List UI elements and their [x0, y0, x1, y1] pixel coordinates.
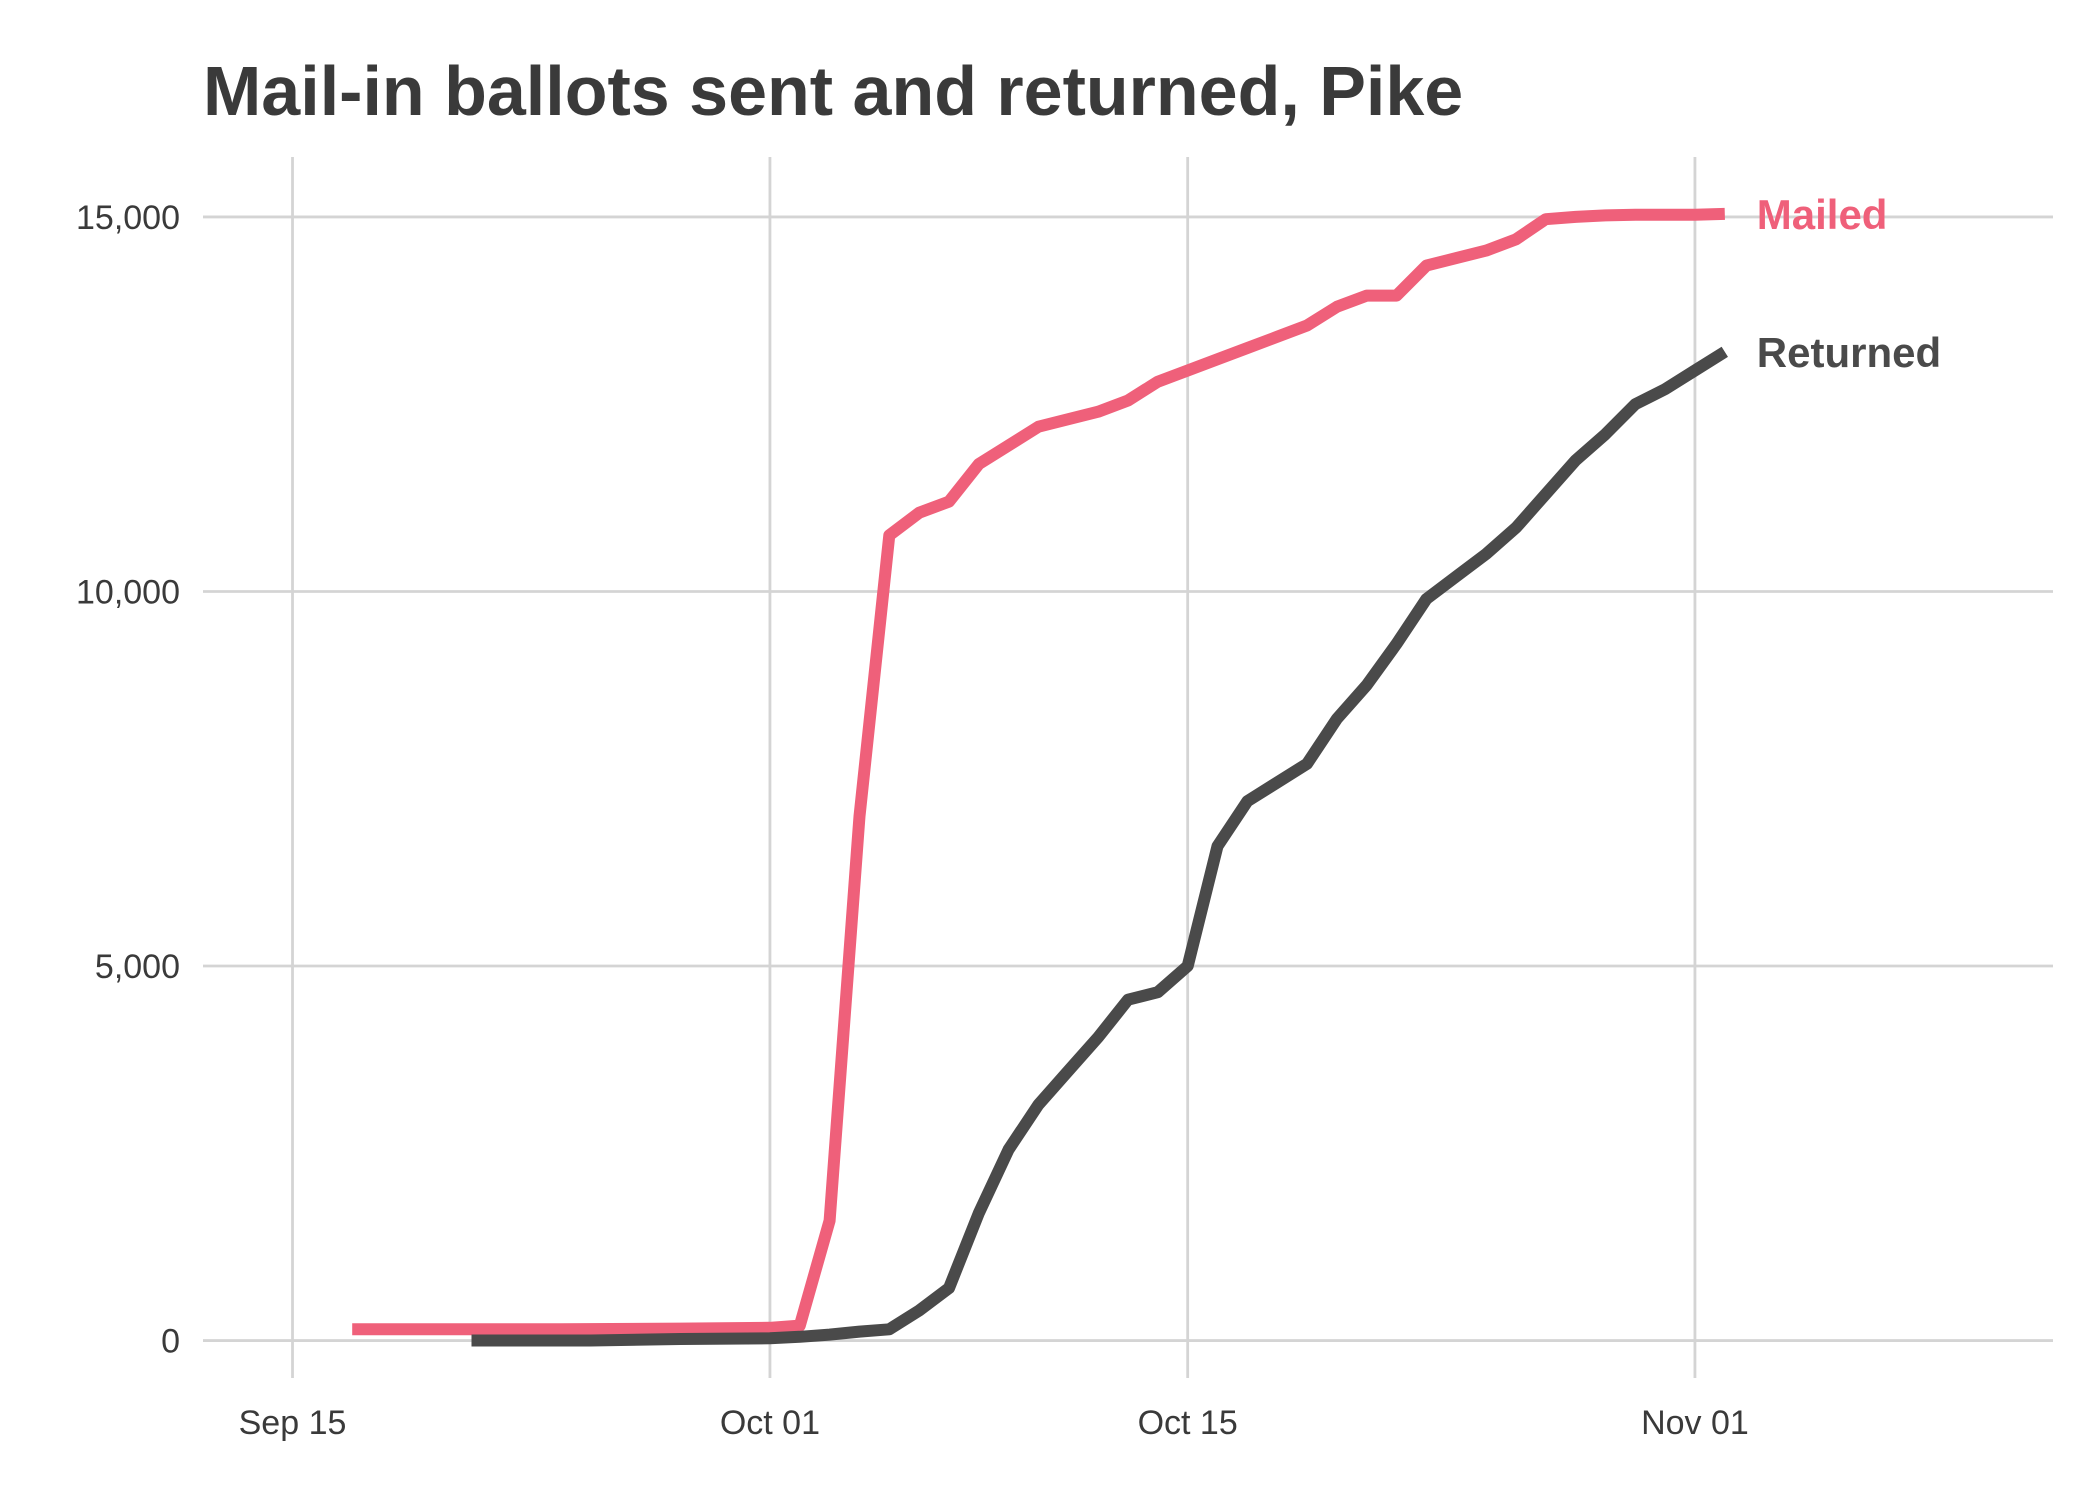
series-line-returned — [471, 346, 1728, 1347]
series-lines — [352, 207, 1728, 1347]
y-tick-label: 15,000 — [76, 199, 180, 237]
y-tick-label: 10,000 — [76, 573, 180, 611]
y-tick-label: 0 — [161, 1323, 180, 1361]
axis-tick-labels: 0 5,000 10,000 15,000 Sep 15 Oct 01 Oct 15 Nov … — [76, 199, 1749, 1442]
series-label-mailed: Mailed — [1757, 191, 1888, 238]
x-tick-label: Sep 15 — [239, 1404, 347, 1442]
y-tick-label: 5,000 — [95, 948, 180, 986]
x-tick-label: Nov 01 — [1641, 1404, 1749, 1442]
series-line-mailed — [352, 207, 1725, 1336]
grid-lines — [203, 157, 2053, 1378]
series-label-returned: Returned — [1757, 329, 1941, 376]
series-labels: Mailed Returned — [1757, 191, 1941, 376]
x-tick-label: Oct 15 — [1138, 1404, 1238, 1442]
x-tick-label: Oct 01 — [720, 1404, 820, 1442]
chart-title: Mail-in ballots sent and returned, Pike — [203, 52, 1463, 130]
